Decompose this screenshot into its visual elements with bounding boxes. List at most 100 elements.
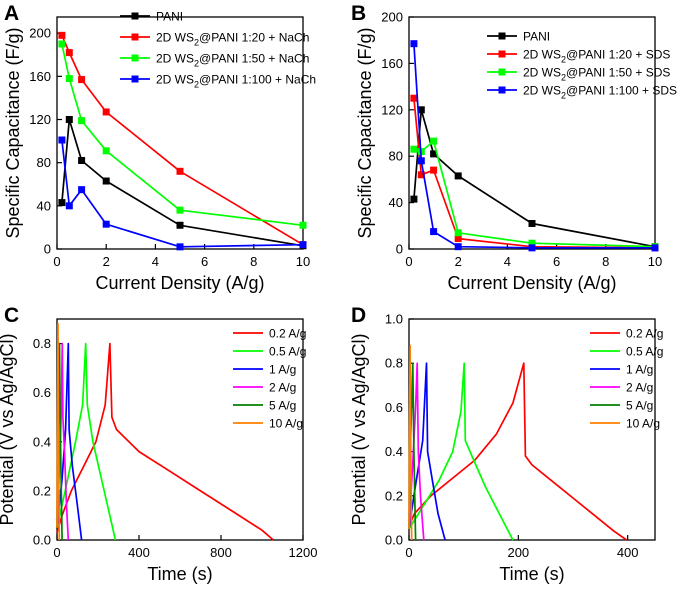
legend-marker xyxy=(498,50,506,58)
data-point xyxy=(528,239,536,247)
y-tick-label: 200 xyxy=(381,10,403,25)
data-point xyxy=(102,177,110,185)
legend-marker xyxy=(131,54,139,62)
data-point xyxy=(430,228,438,236)
y-tick-label: 0.0 xyxy=(33,533,51,548)
y-tick-label: 40 xyxy=(37,198,51,213)
data-point xyxy=(454,235,462,243)
x-tick-label: 0 xyxy=(405,545,412,560)
series-line xyxy=(408,362,446,541)
y-tick-label: 0.6 xyxy=(385,400,403,415)
series-c-1 xyxy=(56,342,117,541)
legend-marker xyxy=(498,68,506,76)
y-tick-label: 0.4 xyxy=(33,434,51,449)
series-line xyxy=(61,139,304,248)
legend-label: 2 A/g xyxy=(269,381,296,395)
y-axis-title-d: Potential (V vs Ag/AgCl) xyxy=(349,333,369,525)
series-c-3 xyxy=(56,342,70,541)
legend-label: 0.2 A/g xyxy=(626,327,663,341)
x-tick-label: 0 xyxy=(53,254,60,269)
legend-label: 2D WS2@PANI 1:100 + NaCh xyxy=(156,73,316,90)
series-line xyxy=(56,342,83,541)
y-tick-label: 0.2 xyxy=(385,488,403,503)
legend-label: 1 A/g xyxy=(626,363,653,377)
y-tick-label: 200 xyxy=(29,26,51,41)
data-point xyxy=(65,202,73,210)
panel-a: A 0 2 4 6 8 10 0 40 80 120 160 200 Current Density (A… xyxy=(3,2,316,293)
x-tick-label: 2 xyxy=(103,254,110,269)
data-point xyxy=(410,145,418,153)
data-point xyxy=(430,150,438,158)
series-line xyxy=(56,342,117,541)
data-point xyxy=(58,40,66,48)
series-d-3 xyxy=(408,362,425,541)
y-tick-label: 120 xyxy=(381,102,403,117)
data-point xyxy=(102,147,110,155)
legend-label: 0.5 A/g xyxy=(626,345,663,359)
x-tick-label: 200 xyxy=(507,545,529,560)
data-point xyxy=(299,241,307,249)
series-line xyxy=(56,342,70,541)
data-point xyxy=(102,220,110,228)
y-tick-label: 0 xyxy=(44,242,51,257)
x-tick-label: 6 xyxy=(201,254,208,269)
legend-label: 5 A/g xyxy=(626,399,653,413)
data-point xyxy=(528,244,536,252)
legend-label: 0.5 A/g xyxy=(269,345,306,359)
data-point xyxy=(410,40,418,48)
legend-label: 2D WS2@PANI 1:20 + NaCh xyxy=(156,31,309,48)
data-point xyxy=(430,166,438,174)
x-tick-label: 400 xyxy=(617,545,639,560)
x-axis-title-d: Time (s) xyxy=(499,564,564,584)
series-d-0 xyxy=(408,362,628,541)
series-c-2 xyxy=(56,342,83,541)
series-line xyxy=(408,344,413,541)
series-c-5 xyxy=(56,323,61,541)
legend-c: 0.2 A/g 0.5 A/g 1 A/g 2 A/g 5 A/g 10 A/g xyxy=(233,327,306,431)
panel-d: D 0 200 400 0.0 0.2 0.4 0.6 0.8 1.0 Time (s) Potent… xyxy=(349,304,663,584)
y-axis-title-a: Specific Capacitance (F/g) xyxy=(3,27,23,238)
x-tick-label: 0 xyxy=(405,254,412,269)
data-point xyxy=(410,195,418,203)
panel-letter-a: A xyxy=(4,2,19,25)
legend-label: PANI xyxy=(523,30,550,44)
data-point xyxy=(454,172,462,180)
legend-label: PANI xyxy=(156,10,183,24)
x-tick-label: 0 xyxy=(53,545,60,560)
x-axis-title-c: Time (s) xyxy=(147,564,212,584)
data-point xyxy=(176,206,184,214)
series-line xyxy=(413,43,655,249)
y-axis-title-b: Specific Capacitance (F/g) xyxy=(355,27,375,238)
x-tick-label: 2 xyxy=(455,254,462,269)
legend-label: 1 A/g xyxy=(269,363,296,377)
legend-label: 2D WS2@PANI 1:50 + SDS xyxy=(523,66,670,83)
data-point xyxy=(65,75,73,83)
data-point xyxy=(528,219,536,227)
legend-label: 10 A/g xyxy=(626,417,660,431)
series-d-2 xyxy=(408,362,446,541)
series-line xyxy=(61,43,304,227)
x-axis-title-b: Current Density (A/g) xyxy=(447,273,616,293)
data-point xyxy=(58,31,66,39)
data-point xyxy=(454,229,462,237)
y-tick-label: 80 xyxy=(389,149,403,164)
data-point xyxy=(78,76,86,84)
legend-label: 2D WS2@PANI 1:20 + SDS xyxy=(523,48,670,65)
series-b-0 xyxy=(410,106,659,251)
y-tick-label: 0.8 xyxy=(33,336,51,351)
x-tick-label: 10 xyxy=(296,254,310,269)
x-tick-label: 8 xyxy=(250,254,257,269)
y-tick-label: 160 xyxy=(381,56,403,71)
plot-frame-c xyxy=(56,318,304,541)
x-tick-label: 400 xyxy=(128,545,150,560)
data-point xyxy=(417,171,425,179)
legend-label: 5 A/g xyxy=(269,399,296,413)
x-tick-label: 4 xyxy=(504,254,511,269)
series-a-2 xyxy=(58,40,307,229)
data-point xyxy=(299,221,307,229)
x-tick-label: 800 xyxy=(210,545,232,560)
y-tick-label: 160 xyxy=(29,69,51,84)
series-b-3 xyxy=(410,40,659,252)
